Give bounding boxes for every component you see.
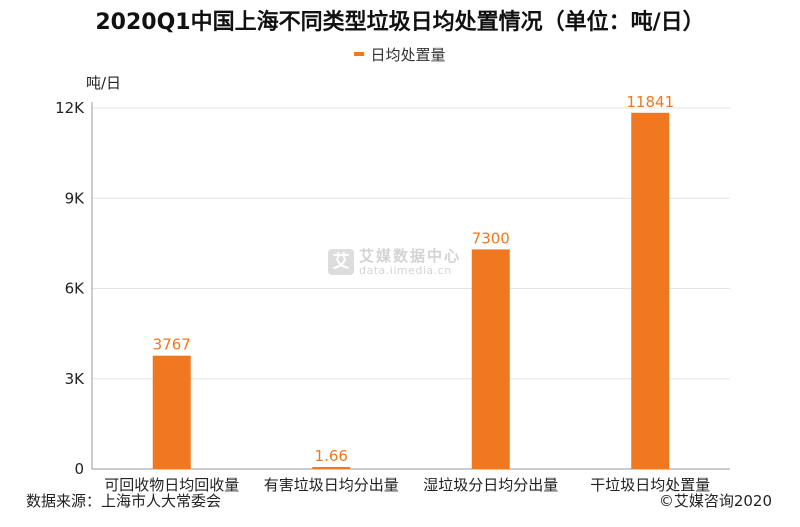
watermark-en: data.iimedia.cn: [359, 263, 452, 277]
data-label: 11841: [626, 93, 674, 111]
y-tick-label: 9K: [65, 189, 86, 207]
data-label: 3767: [153, 336, 191, 354]
data-source: 数据来源：上海市人大常委会: [26, 492, 222, 510]
chart-title: 2020Q1中国上海不同类型垃圾日均处置情况（单位：吨/日）: [95, 10, 705, 35]
copyright: ©艾媒咨询2020: [658, 492, 772, 510]
x-tick-label: 干垃圾日均处置量: [590, 476, 710, 494]
legend-swatch: [354, 51, 365, 56]
y-tick-label: 6K: [65, 280, 86, 298]
x-tick-label: 湿垃圾分日均分出量: [423, 476, 558, 494]
data-label: 7300: [472, 229, 510, 247]
y-tick-label: 3K: [65, 370, 86, 388]
data-label: 1.66: [315, 447, 348, 465]
bar: [152, 355, 191, 469]
watermark-cn: 艾媒数据中心: [359, 247, 462, 265]
x-tick-label: 可回收物日均回收量: [104, 476, 239, 494]
x-tick-label: 有害垃圾日均分出量: [264, 476, 399, 494]
legend-label: 日均处置量: [370, 46, 446, 64]
watermark-logo-icon: 艾: [328, 249, 354, 276]
bar: [471, 249, 510, 469]
watermark: 艾 艾媒数据中心 data.iimedia.cn: [328, 248, 461, 277]
y-axis-label: 吨/日: [86, 74, 122, 92]
bar: [631, 112, 670, 469]
y-tick-label: 12K: [55, 99, 85, 117]
y-tick-label: 0: [74, 460, 84, 478]
bar: [312, 467, 351, 469]
legend: 日均处置量: [0, 44, 800, 65]
